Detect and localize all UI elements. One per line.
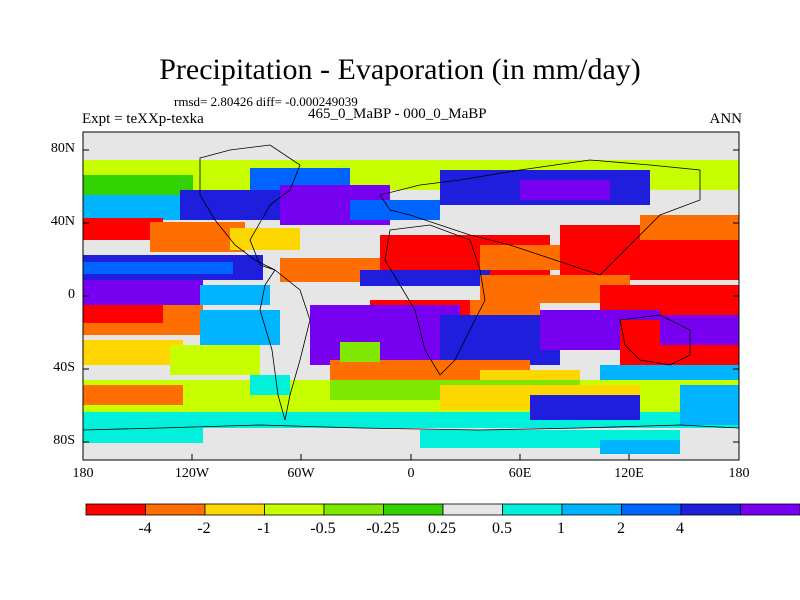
rmsd-diff-stats: rmsd= 2.80426 diff= -0.000249039: [174, 94, 358, 109]
colorbar-box: [85, 503, 146, 516]
experiment-label: Expt = teXXp-texka: [82, 111, 204, 127]
colorbar-box: [383, 503, 444, 516]
lon-label-120e: 120E: [614, 466, 644, 481]
map-field: [83, 132, 739, 460]
map-ticks: [82, 149, 740, 460]
colorbar-tick-8: 1: [557, 520, 565, 537]
colorbar-tick-9: 2: [617, 520, 625, 537]
lat-label-80n: 80N: [50, 141, 75, 156]
continent-outlines: [82, 144, 740, 431]
lon-label-180e: 180: [728, 466, 750, 481]
season-label: ANN: [709, 111, 743, 127]
colorbar-box: [264, 503, 325, 516]
lon-label-180w: 180: [72, 466, 94, 481]
lon-label-120w: 120W: [174, 466, 210, 481]
colorbar-tick-6: 0.25: [428, 520, 456, 537]
lat-label-40s: 40S: [53, 360, 75, 375]
colorbar-box: [502, 503, 563, 516]
colorbar-box: [145, 503, 206, 516]
colorbar-box: [204, 503, 265, 516]
lat-label-80s: 80S: [53, 433, 75, 448]
colorbar-tick-2: -2: [197, 520, 211, 537]
colorbar-box: [740, 503, 800, 516]
lon-label-60e: 60E: [508, 466, 532, 481]
colorbar-box: [442, 503, 503, 516]
colorbar-box: [561, 503, 622, 516]
lon-label-60w: 60W: [287, 466, 315, 481]
colorbar-tick-1: -4: [138, 520, 152, 537]
plot-title: Precipitation - Evaporation (in mm/day): [159, 53, 641, 86]
lat-label-40n: 40N: [50, 214, 75, 229]
colorbar-tick-3: -1: [257, 520, 271, 537]
colorbar-tick-10: 4: [676, 520, 684, 537]
colorbar-box: [621, 503, 682, 516]
lat-label-0: 0: [68, 287, 75, 302]
colorbar-tick-7: 0.5: [492, 520, 512, 537]
comparison-label: 465_0_MaBP - 000_0_MaBP: [308, 106, 487, 122]
lon-label-0: 0: [407, 466, 415, 481]
colorbar-box: [323, 503, 384, 516]
colorbar-tick-5: -0.25: [366, 520, 400, 537]
colorbar-tick-4: -0.5: [310, 520, 336, 537]
colorbar-box: [680, 503, 741, 516]
